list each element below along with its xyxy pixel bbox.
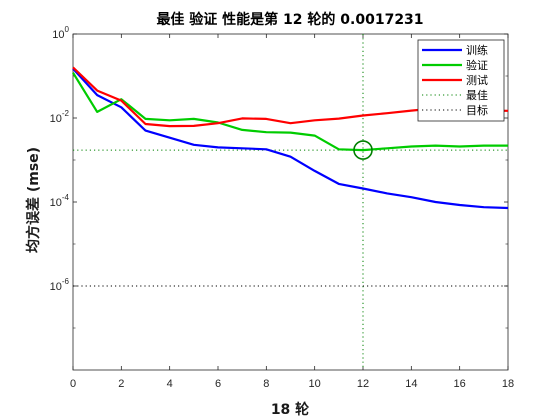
- x-tick-label: 6: [215, 378, 221, 390]
- legend-label-2: 测试: [466, 74, 488, 87]
- x-tick-label: 0: [70, 378, 76, 390]
- x-tick-label: 16: [454, 378, 466, 390]
- y-tick-label: 10-6: [50, 277, 70, 293]
- y-axis-label: 均方误差 (mse): [25, 147, 42, 253]
- chart-title: 最佳 验证 性能是第 12 轮的 0.0017231: [156, 11, 423, 28]
- legend-label-3: 最佳: [466, 88, 488, 102]
- y-tick-label: 10-2: [50, 109, 70, 125]
- series-line-0: [72, 67, 509, 210]
- x-tick-label: 12: [357, 378, 369, 390]
- legend-label-0: 训练: [466, 43, 488, 57]
- x-tick-label: 8: [263, 378, 269, 390]
- legend-label-1: 验证: [466, 58, 488, 72]
- x-tick-label: 18: [502, 378, 514, 390]
- best-point-marker: [353, 140, 373, 160]
- x-tick-label: 10: [309, 378, 321, 390]
- x-tick-label: 4: [167, 378, 173, 390]
- y-tick-label: 10-4: [50, 193, 70, 209]
- legend-label-4: 目标: [466, 103, 488, 117]
- x-tick-label: 14: [405, 378, 417, 390]
- series-line-1: [72, 72, 508, 152]
- y-tick-label: 100: [52, 25, 69, 41]
- x-axis-label: 18 轮: [271, 401, 309, 418]
- x-tick-label: 2: [118, 378, 124, 390]
